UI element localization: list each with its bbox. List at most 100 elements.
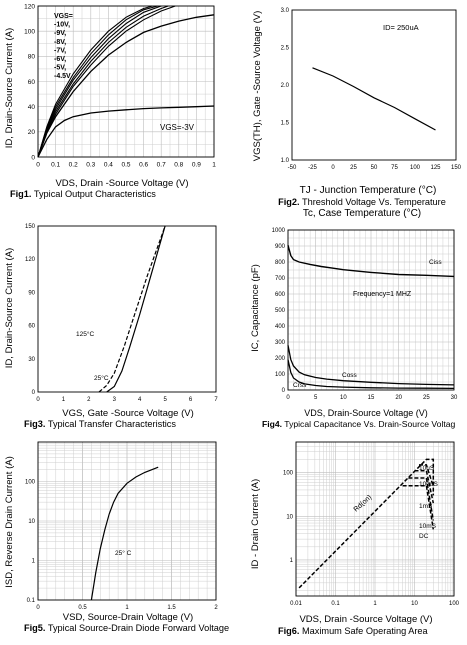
plot-frame bbox=[37, 441, 217, 601]
fig1-caption-text: Typical Output Characteristics bbox=[33, 189, 156, 199]
fig3-xlabel: VGS, Gate -Source Voltage (V) bbox=[62, 408, 193, 419]
fig1-annotation: VGS=-3V bbox=[160, 123, 195, 132]
fig6-ylabel: ID - Drain Current (A) bbox=[250, 479, 261, 569]
y-tick-label: 1 bbox=[32, 559, 36, 565]
plot-frame bbox=[287, 229, 455, 391]
series-label: 1mS bbox=[419, 503, 433, 510]
legend-entry: -6V, bbox=[54, 56, 66, 63]
x-tick-label: 50 bbox=[371, 165, 378, 171]
x-tick-label: 100 bbox=[449, 601, 460, 607]
series-label: 10uS bbox=[419, 465, 435, 472]
plot-frame bbox=[37, 5, 215, 158]
y-tick-label: 1000 bbox=[272, 228, 286, 234]
x-tick-label: 25 bbox=[423, 395, 430, 401]
fig4-caption-num: Fig4. bbox=[262, 419, 283, 429]
x-tick-label: 1 bbox=[125, 605, 129, 611]
x-tick-label: 0.9 bbox=[192, 162, 201, 169]
series-line-125-c bbox=[98, 225, 166, 393]
y-tick-label: 900 bbox=[275, 244, 286, 250]
fig3-plot: 0 1 2 3 4 5 6 7 0 30 60 90 120 150 25°C 125°C bbox=[25, 224, 218, 403]
x-tick-label: 2 bbox=[87, 397, 91, 403]
fig3-caption-text: Typical Transfer Characteristics bbox=[47, 419, 176, 429]
fig5-caption-text: Typical Source-Drain Diode Forward Volta… bbox=[47, 623, 230, 633]
plot-frame bbox=[295, 441, 455, 597]
series-label: Coss bbox=[342, 372, 358, 379]
series-line-0 bbox=[312, 67, 436, 131]
fig2-caption-num: Fig2. bbox=[278, 197, 300, 207]
fig4-annotation: Frequency=1 MHZ bbox=[353, 291, 412, 298]
series-label: 25° C bbox=[115, 549, 132, 557]
y-tick-label: 100 bbox=[25, 480, 36, 486]
fig3-ylabel: ID, Drain-Source Current (A) bbox=[4, 248, 15, 368]
fig2-panel: VGS(TH), Gate -Source Voltage (V) -50 -25… bbox=[238, 0, 467, 222]
fig5-plot: 0 0.5 1 1.5 2 0.1 1 10 100 25° C bbox=[25, 441, 218, 611]
x-tick-label: 5 bbox=[163, 397, 167, 403]
series-line-10us bbox=[298, 458, 435, 589]
x-tick-label: 0 bbox=[331, 165, 335, 171]
fig5-chart: ISD, Reverse Drain Current (A) 0 0.5 1 1.5 2… bbox=[4, 441, 218, 623]
fig1-caption-num: Fig1. bbox=[10, 189, 32, 199]
fig3-chart: ID, Drain-Source Current (A) 0 1 2 3 4 5 6 7 0 30… bbox=[4, 224, 218, 419]
fig1-plot: 0 0.1 0.2 0.3 0.4 0.5 0.6 0.7 0.8 0.9 1 0 20 40 60 80 10… bbox=[24, 3, 216, 168]
fig1-xlabel: VDS, Drain -Source Voltage (V) bbox=[55, 178, 188, 189]
x-tick-label: 10 bbox=[411, 601, 418, 607]
fig6-plot: 0.01 0.1 1 10 10011010010uS100uS1mS10mSDCRd(… bbox=[283, 441, 460, 607]
fig5-ylabel: ISD, Reverse Drain Current (A) bbox=[4, 456, 15, 587]
legend-entry: VGS= bbox=[54, 13, 73, 20]
fig2-plot: -50 -25 0 25 50 75 100 125 150 1.0 1.5 2.0 2.5 3.0 bbox=[281, 8, 462, 171]
fig6-caption-text: Maximum Safe Operating Area bbox=[302, 626, 428, 636]
x-tick-label: 1 bbox=[62, 397, 66, 403]
fig5-caption: Fig5. Typical Source-Drain Diode Forward… bbox=[24, 623, 229, 634]
x-tick-label: 30 bbox=[451, 395, 458, 401]
fig4-caption: Fig4. Typical Capacitance Vs. Drain-Sour… bbox=[262, 419, 455, 430]
y-tick-label: 10 bbox=[28, 519, 35, 525]
series-line-dc bbox=[402, 484, 435, 530]
fig1-ylabel: ID, Drain-Source Current (A) bbox=[4, 28, 15, 148]
x-tick-label: 3 bbox=[113, 397, 117, 403]
x-tick-label: 0.8 bbox=[174, 162, 183, 169]
series-line-2 bbox=[37, 5, 162, 158]
x-tick-label: 0.2 bbox=[69, 162, 78, 169]
fig2-xlabel: TJ - Junction Temperature (°C) bbox=[300, 185, 437, 196]
x-tick-label: 6 bbox=[189, 397, 193, 403]
y-tick-label: 120 bbox=[24, 3, 35, 10]
plot-frame bbox=[37, 225, 217, 393]
y-tick-label: 100 bbox=[275, 372, 286, 378]
fig4-chart: IC, Capacitance (pF) 0 5 10 15 20 25 300100200… bbox=[250, 228, 458, 418]
x-tick-label: 1.5 bbox=[167, 605, 176, 611]
fig1-chart: ID, Drain-Source Current (A) 0 0.1 0.2 0.3 0… bbox=[4, 3, 216, 189]
legend-entry: -8V, bbox=[54, 39, 66, 46]
fig1-panel: ID, Drain-Source Current (A) 0 0.1 0.2 0.3 0… bbox=[0, 0, 230, 205]
x-tick-label: 0.5 bbox=[78, 605, 87, 611]
y-tick-label: 150 bbox=[25, 224, 36, 230]
fig3-caption-num: Fig3. bbox=[24, 419, 46, 429]
x-tick-label: 0 bbox=[36, 397, 40, 403]
fig6-chart: ID - Drain Current (A) 0.01 0.1 1 10 100 1 10 1… bbox=[250, 441, 460, 625]
series-line-25-c bbox=[106, 225, 166, 393]
fig5-panel: ISD, Reverse Drain Current (A) 0 0.5 1 1.5 2… bbox=[0, 436, 232, 640]
y-tick-label: 1.5 bbox=[281, 121, 290, 127]
x-tick-label: 0.3 bbox=[86, 162, 95, 169]
y-tick-label: 20 bbox=[28, 129, 36, 136]
fig3-caption: Fig3. Typical Transfer Characteristics bbox=[24, 419, 176, 430]
x-tick-label: 0.7 bbox=[157, 162, 166, 169]
series-line-1 bbox=[37, 5, 158, 158]
x-tick-label: 0.01 bbox=[290, 601, 302, 607]
x-tick-label: 0.4 bbox=[104, 162, 113, 169]
series-line-5 bbox=[37, 14, 215, 158]
y-tick-label: 80 bbox=[28, 54, 36, 61]
series-line-3 bbox=[37, 5, 169, 158]
series-line-ciss bbox=[287, 245, 455, 278]
legend-entry: -5V, bbox=[54, 65, 66, 72]
y-tick-label: 10 bbox=[286, 514, 293, 520]
fig6-panel: ID - Drain Current (A) 0.01 0.1 1 10 100 1 10 1… bbox=[238, 436, 467, 640]
legend-entry: -9V, bbox=[54, 30, 66, 37]
x-tick-label: 100 bbox=[410, 165, 421, 171]
series-label: 10mS bbox=[419, 523, 437, 530]
x-tick-label: 0.5 bbox=[121, 162, 130, 169]
series-line-crss bbox=[287, 359, 455, 390]
y-tick-label: 3.0 bbox=[281, 8, 290, 14]
series-line-6 bbox=[37, 105, 215, 158]
fig2-caption-text2: Tc, Case Temperature (°C) bbox=[302, 208, 422, 219]
x-tick-label: 0.1 bbox=[331, 601, 340, 607]
